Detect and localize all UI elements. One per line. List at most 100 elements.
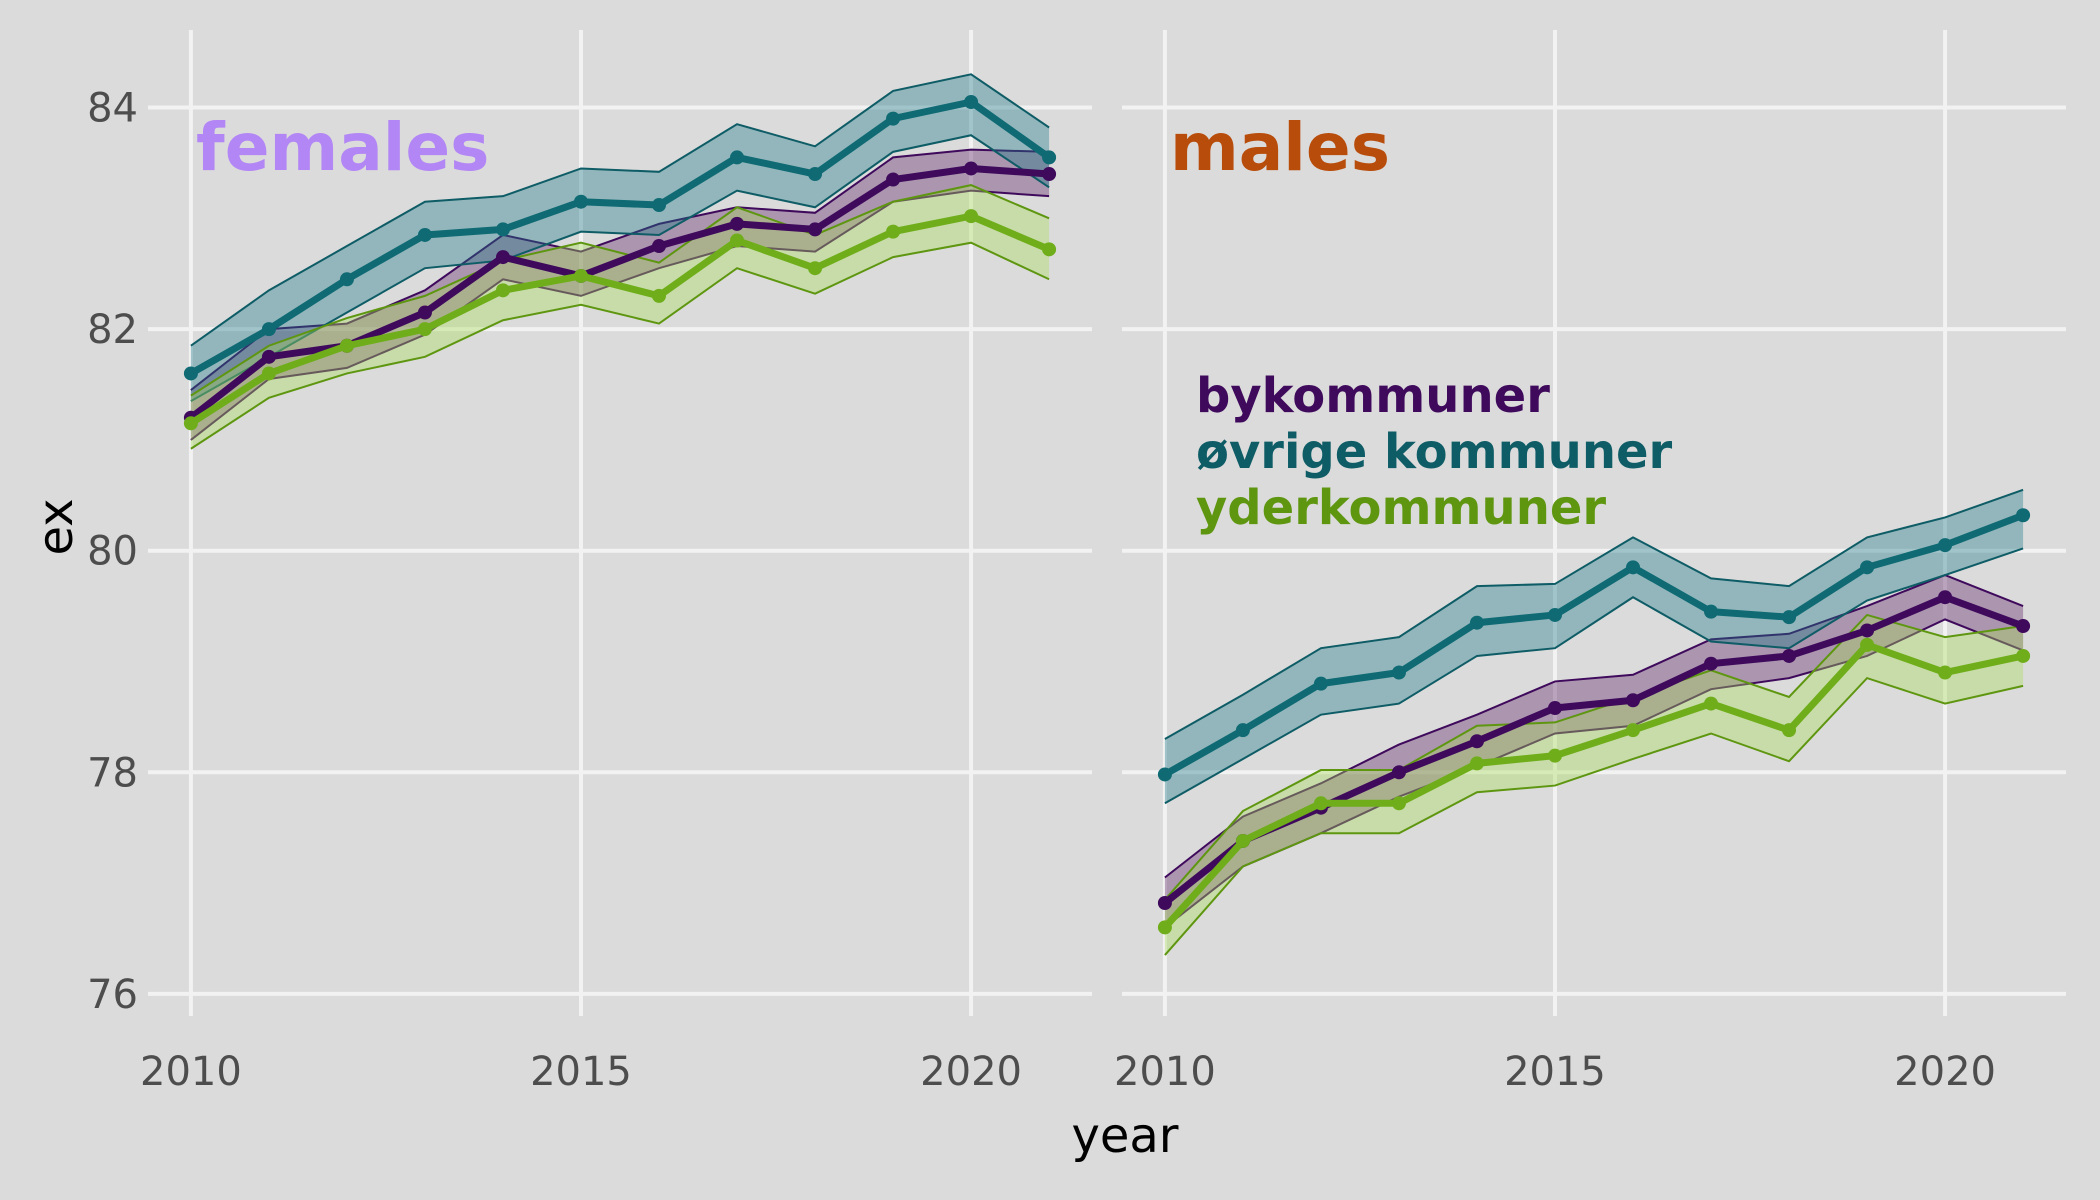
y-tick-label: 76 bbox=[87, 972, 138, 1018]
data-point bbox=[183, 416, 198, 431]
y-axis-title: ex bbox=[28, 498, 84, 555]
panel-title: males bbox=[1170, 109, 1390, 186]
data-point bbox=[1469, 615, 1484, 630]
data-point bbox=[1313, 676, 1328, 691]
data-point bbox=[652, 198, 667, 213]
data-point bbox=[1860, 637, 1875, 652]
ribbon-upper-edge bbox=[1164, 488, 2024, 740]
x-axis-tick-labels: 2010 2015 2020 2010 2015 2020 bbox=[140, 1049, 1996, 1095]
data-point bbox=[1391, 765, 1406, 780]
data-point bbox=[2016, 619, 2031, 634]
data-point bbox=[1938, 590, 1953, 605]
data-point bbox=[964, 209, 979, 224]
data-point bbox=[1469, 734, 1484, 749]
data-point bbox=[1704, 656, 1719, 671]
ribbon-0 bbox=[1164, 575, 2024, 928]
data-point bbox=[1157, 895, 1172, 910]
data-point bbox=[417, 305, 432, 320]
ribbon-upper-edge bbox=[190, 73, 1050, 347]
data-point bbox=[183, 366, 198, 381]
data-point bbox=[1626, 693, 1641, 708]
data-point bbox=[1938, 538, 1953, 553]
data-point bbox=[1626, 560, 1641, 575]
data-point bbox=[1469, 756, 1484, 771]
ribbon-upper-edge bbox=[1164, 573, 2024, 879]
data-point bbox=[1235, 833, 1250, 848]
y-tick-label: 84 bbox=[87, 86, 138, 132]
ribbon-upper-edge bbox=[190, 184, 1050, 397]
data-point bbox=[417, 322, 432, 337]
ribbon-2 bbox=[1164, 614, 2024, 956]
data-point bbox=[886, 224, 901, 239]
data-point bbox=[808, 167, 823, 182]
data-point bbox=[1704, 696, 1719, 711]
data-point bbox=[886, 111, 901, 126]
data-point bbox=[1860, 560, 1875, 575]
data-point bbox=[1042, 242, 1057, 257]
data-point bbox=[1313, 796, 1328, 811]
data-point bbox=[1042, 150, 1057, 165]
data-point bbox=[1547, 607, 1562, 622]
legend-label: yderkommuner bbox=[1196, 480, 1606, 536]
data-point bbox=[339, 272, 354, 287]
y-axis-tick-labels: 76 78 80 82 84 bbox=[87, 86, 138, 1018]
data-point bbox=[2016, 648, 2031, 663]
data-point bbox=[495, 250, 510, 265]
x-tick-label: 2015 bbox=[1504, 1049, 1606, 1095]
series-line-1 bbox=[189, 98, 1052, 377]
data-point bbox=[2016, 508, 2031, 523]
data-point bbox=[573, 268, 588, 283]
data-point bbox=[964, 161, 979, 176]
data-point bbox=[652, 288, 667, 303]
ribbon-lower-edge bbox=[1164, 676, 2024, 956]
data-point bbox=[1157, 920, 1172, 935]
x-tick-label: 2010 bbox=[1114, 1049, 1216, 1095]
x-tick-label: 2020 bbox=[1894, 1049, 1996, 1095]
ribbon-upper-edge bbox=[1164, 613, 2024, 901]
data-point bbox=[1938, 665, 1953, 680]
x-tick-label: 2020 bbox=[920, 1049, 1022, 1095]
data-point bbox=[730, 233, 745, 248]
data-point bbox=[1626, 723, 1641, 738]
series-line-2 bbox=[1162, 641, 2024, 930]
data-point bbox=[808, 222, 823, 237]
panel-females: females bbox=[148, 30, 1092, 1016]
series-line-2 bbox=[189, 212, 1051, 427]
data-point bbox=[886, 172, 901, 187]
data-point bbox=[1391, 665, 1406, 680]
panel-background bbox=[148, 30, 1092, 1016]
data-point bbox=[808, 261, 823, 276]
y-tick-label: 78 bbox=[87, 750, 138, 796]
data-point bbox=[261, 349, 276, 364]
data-point bbox=[417, 227, 432, 242]
data-point bbox=[1704, 604, 1719, 619]
ribbon-lower-edge bbox=[190, 241, 1050, 450]
data-point bbox=[1042, 167, 1057, 182]
data-point bbox=[1547, 748, 1562, 763]
x-tick-label: 2015 bbox=[530, 1049, 632, 1095]
x-tick-label: 2010 bbox=[140, 1049, 242, 1095]
data-point bbox=[1782, 723, 1797, 738]
x-axis-title: year bbox=[1071, 1108, 1178, 1164]
data-point bbox=[1782, 648, 1797, 663]
ribbon-0 bbox=[190, 149, 1050, 440]
legend-label: øvrige kommuner bbox=[1196, 424, 1673, 480]
data-point bbox=[1157, 767, 1172, 782]
data-point bbox=[652, 239, 667, 254]
ribbon-2 bbox=[190, 185, 1050, 449]
data-point bbox=[261, 322, 276, 337]
data-point bbox=[495, 222, 510, 237]
data-point bbox=[730, 216, 745, 231]
panel-males: males bbox=[1122, 30, 2066, 1016]
data-point bbox=[1860, 623, 1875, 638]
ribbon-lower-edge bbox=[1164, 547, 2024, 805]
data-point bbox=[1547, 701, 1562, 716]
legend-label: bykommuner bbox=[1196, 368, 1550, 424]
y-tick-label: 80 bbox=[87, 529, 138, 575]
data-point bbox=[573, 194, 588, 209]
data-point bbox=[964, 95, 979, 110]
data-point bbox=[1391, 796, 1406, 811]
data-point bbox=[339, 338, 354, 353]
